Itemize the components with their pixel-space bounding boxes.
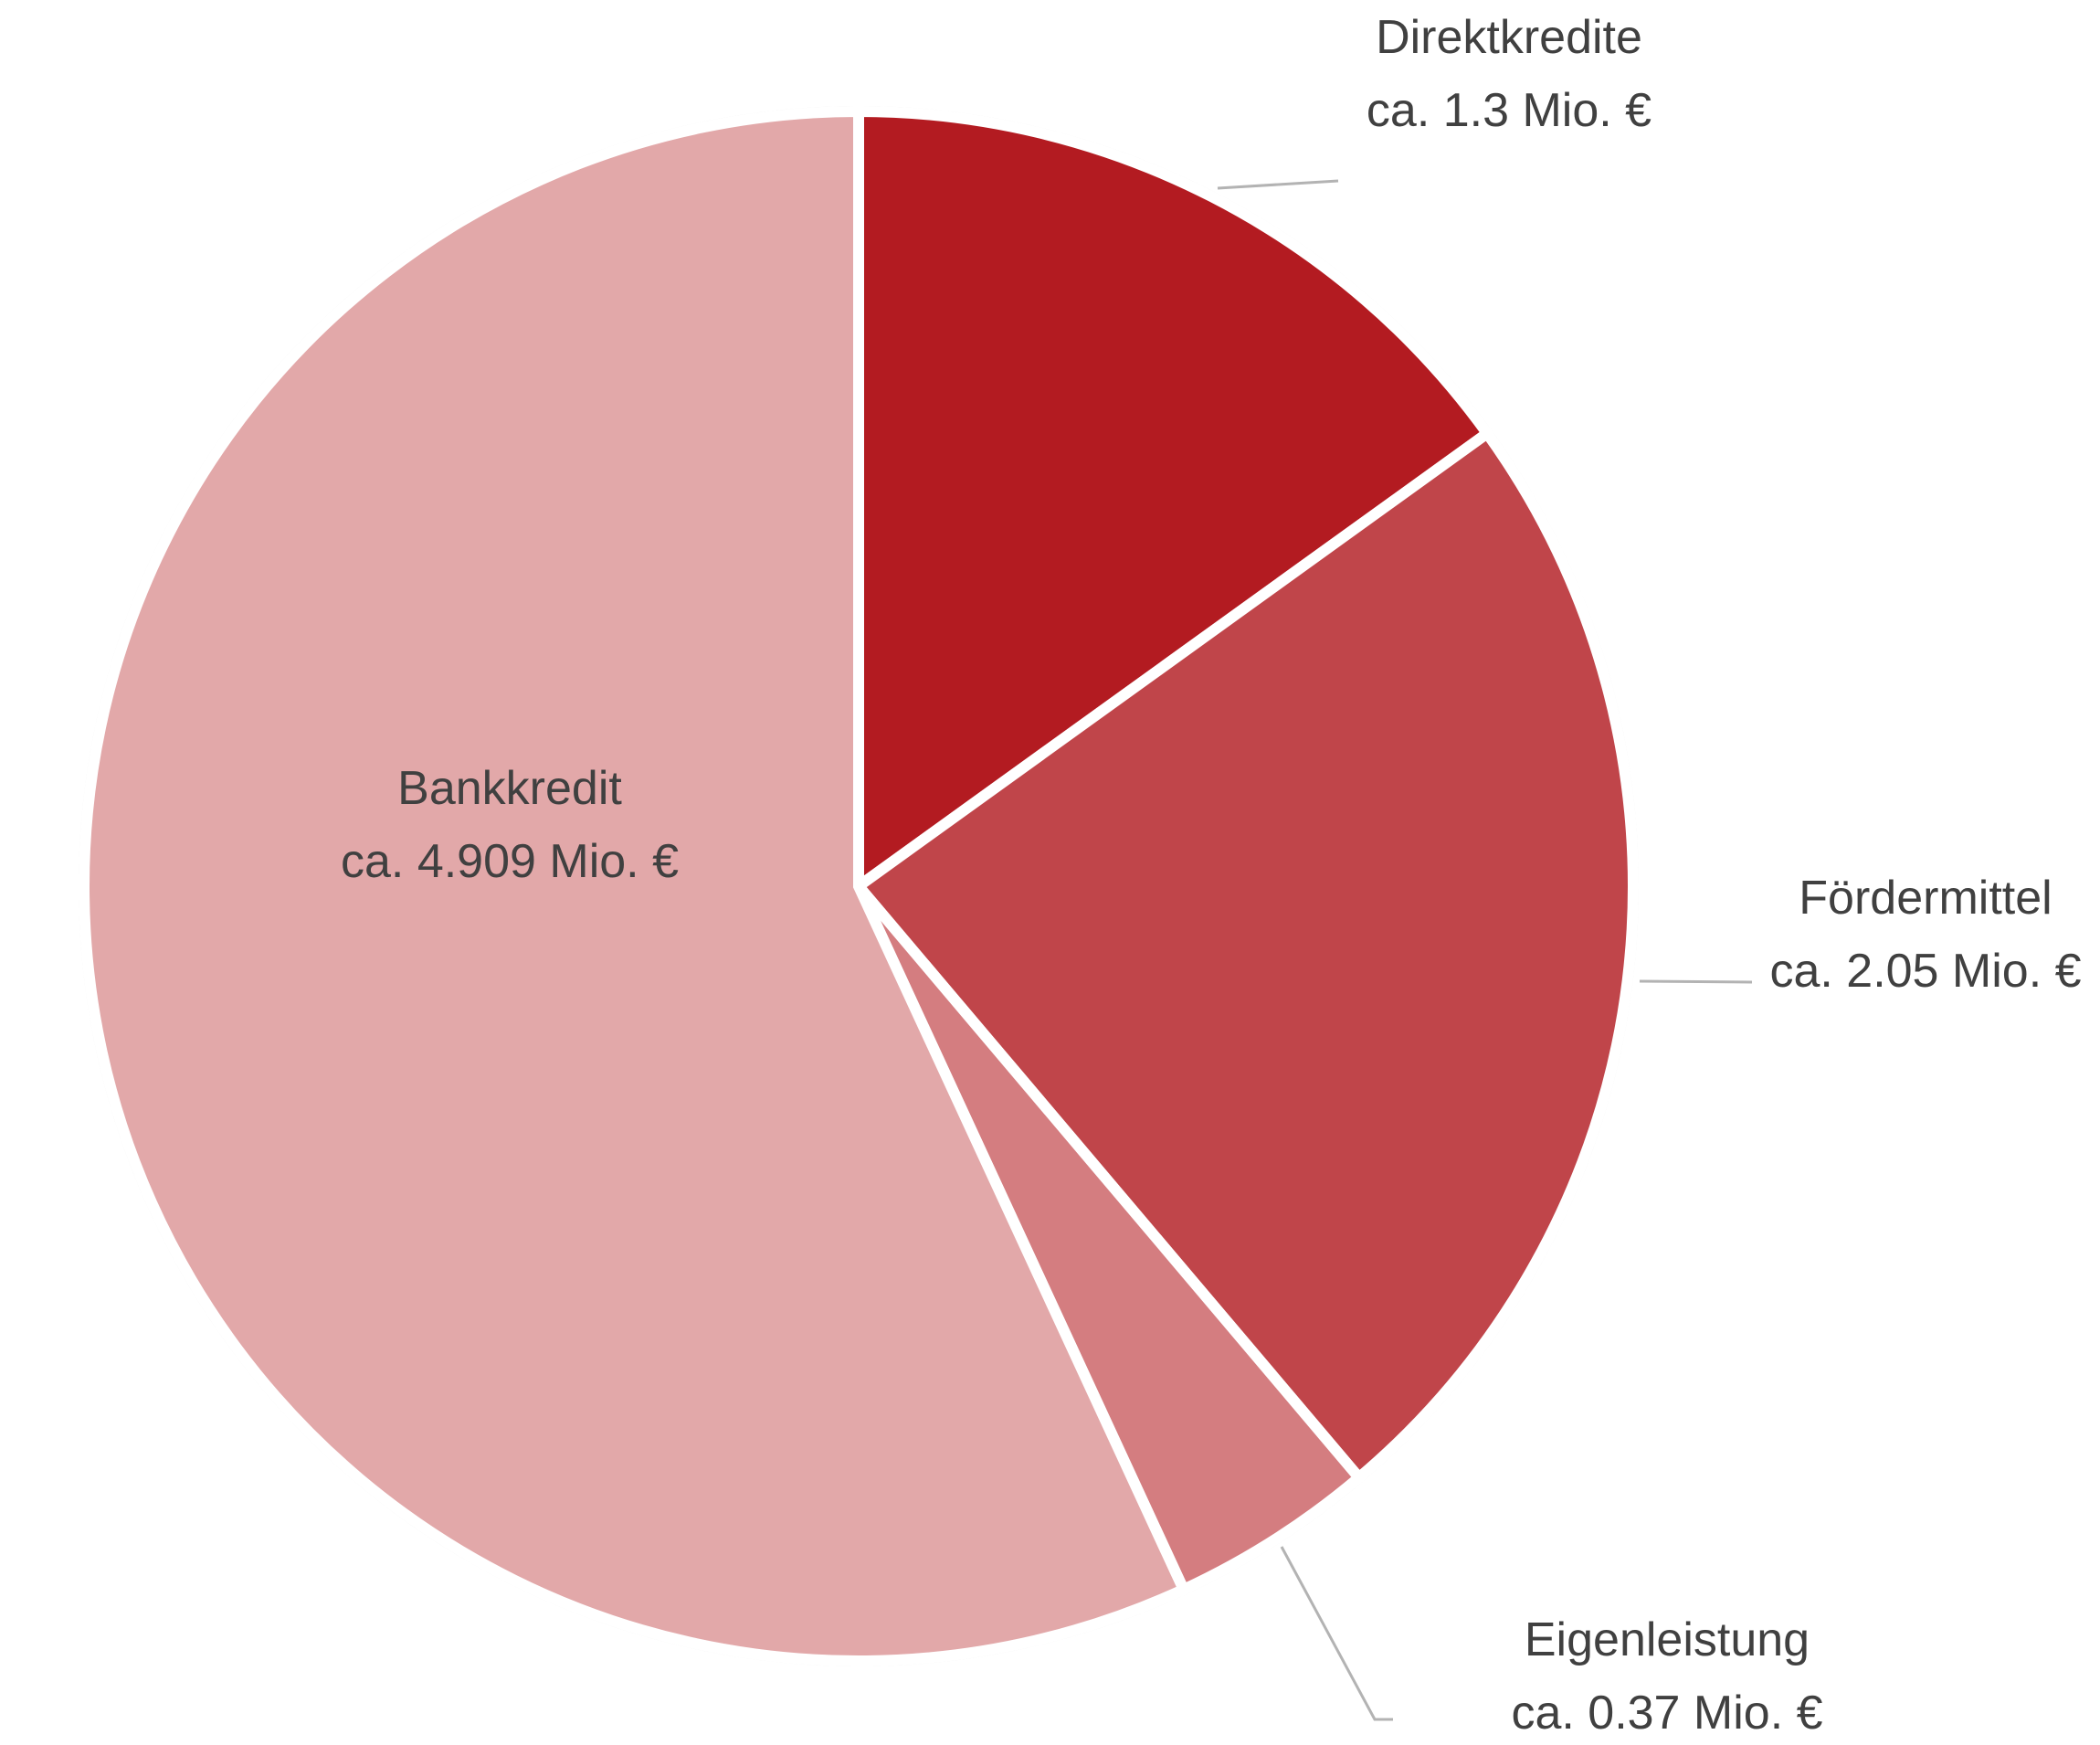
label-eigenleistung-name: Eigenleistung (1525, 1613, 1810, 1666)
label-bankkredit-name: Bankkredit (397, 762, 622, 815)
leader-lines (1217, 179, 1753, 1721)
pie-slices (79, 105, 1639, 1666)
label-direktkredite-value: ca. 1.3 Mio. € (1367, 84, 1652, 137)
slice-eigenleistung (853, 883, 1367, 1597)
slice-foerdermittel (850, 426, 1639, 1486)
leader-line-direktkredite (1217, 179, 1339, 190)
slice-direktkredite (853, 105, 1495, 897)
slice-labels: Direktkredite ca. 1.3 Mio. € Fördermitte… (341, 11, 2082, 1740)
label-direktkredite-name: Direktkredite (1376, 11, 1642, 64)
label-foerdermittel-value: ca. 2.05 Mio. € (1769, 945, 2081, 998)
leader-line-foerdermittel (1639, 979, 1753, 984)
slice-bankkredit (79, 105, 1191, 1666)
label-bankkredit-value: ca. 4.909 Mio. € (341, 835, 679, 888)
label-foerdermittel-name: Fördermittel (1799, 872, 2052, 925)
leader-line-eigenleistung (1280, 1546, 1393, 1721)
label-eigenleistung-value: ca. 0.37 Mio. € (1511, 1687, 1822, 1740)
